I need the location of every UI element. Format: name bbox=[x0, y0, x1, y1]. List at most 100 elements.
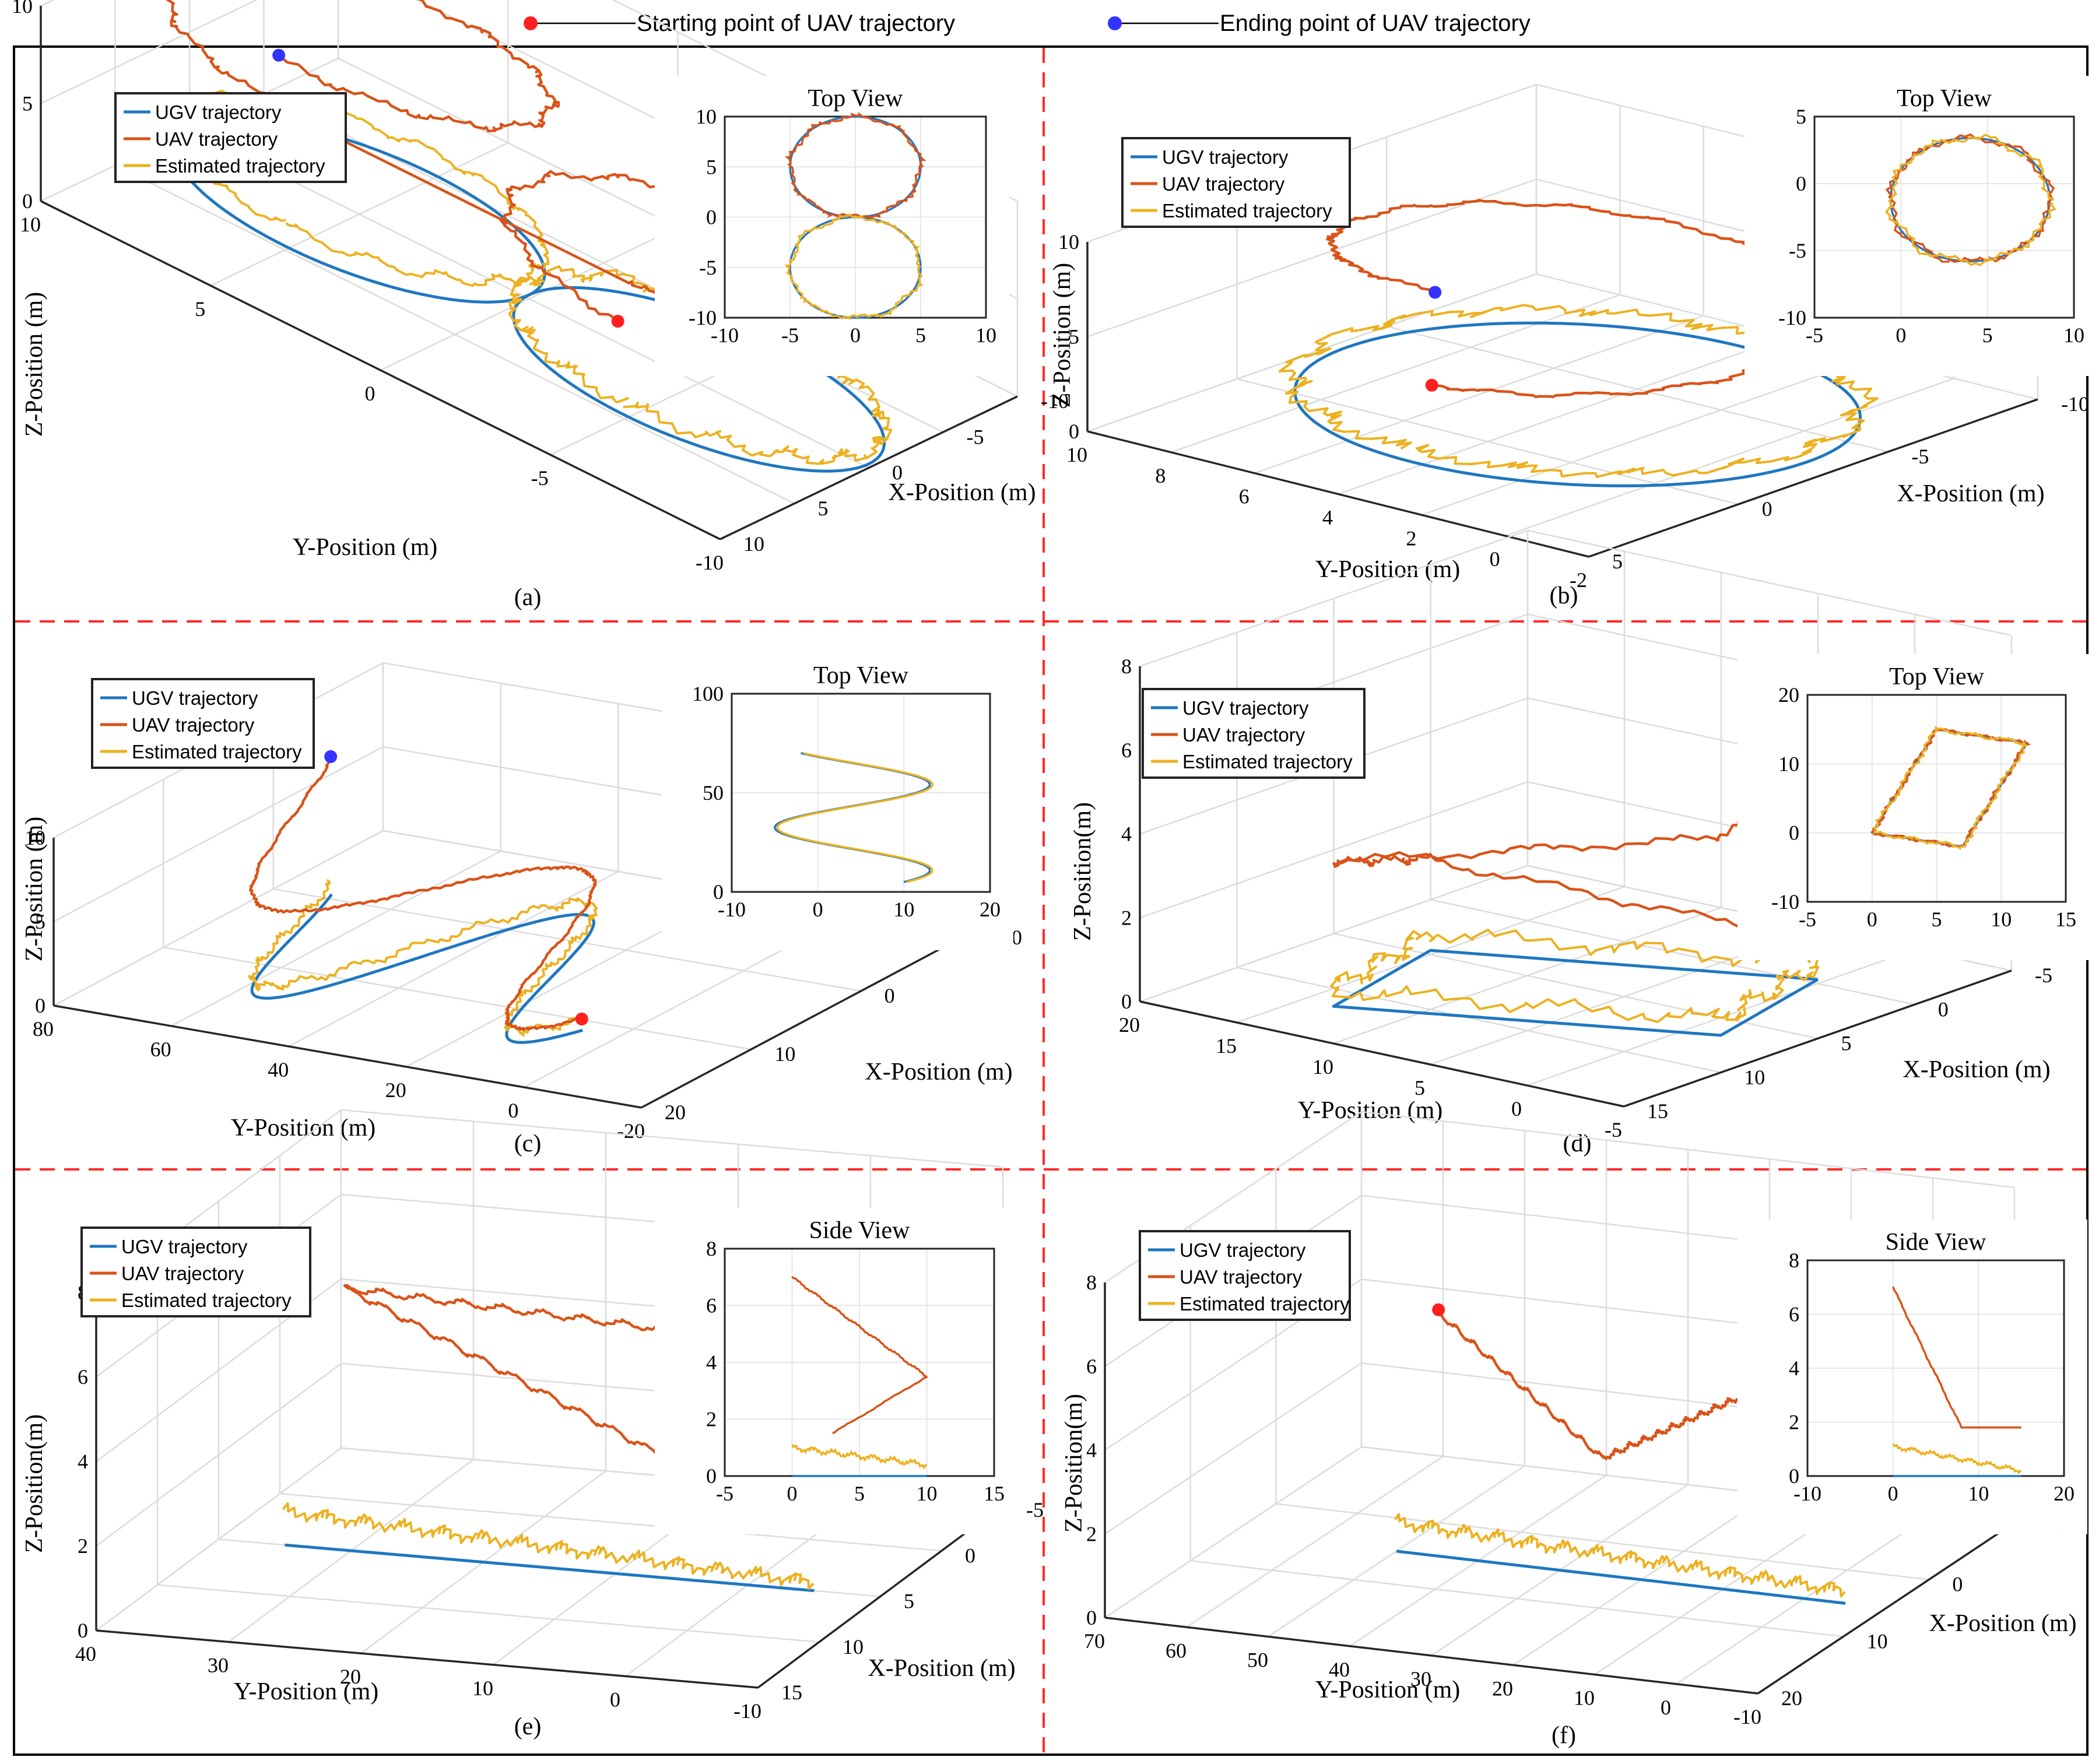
z-tick-label: 0 bbox=[35, 994, 45, 1017]
trajectories bbox=[248, 750, 598, 1044]
inset-y-tick-label: 4 bbox=[706, 1351, 717, 1374]
x-axis-label: X-Position (m) bbox=[868, 1655, 1015, 1682]
inset-y-tick-label: 6 bbox=[1789, 1303, 1799, 1326]
y-tick-label: 40 bbox=[75, 1642, 96, 1665]
y-axis-line bbox=[40, 200, 721, 540]
inset-uav-line bbox=[1892, 1286, 2021, 1429]
panel-label: (a) bbox=[514, 584, 542, 611]
y-tick-label: 30 bbox=[208, 1654, 229, 1677]
legend: UGV trajectory UAV trajectory Estimated tr… bbox=[91, 678, 315, 769]
inset-x-tick-label: 0 bbox=[850, 324, 861, 347]
inset-y-tick-label: 10 bbox=[696, 105, 717, 128]
legend-uav-label: UAV trajectory bbox=[1182, 724, 1305, 746]
floor-grid-line bbox=[273, 888, 861, 992]
legend-uav-label: UAV trajectory bbox=[1180, 1266, 1303, 1288]
inset-x-tick-label: 15 bbox=[984, 1482, 1005, 1505]
inset-background bbox=[655, 1208, 1017, 1534]
end-legend-label: Ending point of UAV trajectory bbox=[1220, 10, 1531, 36]
start-marker bbox=[1425, 378, 1438, 392]
y-tick-label: 0 bbox=[610, 1688, 620, 1711]
z-tick-label: 4 bbox=[1086, 1439, 1097, 1462]
inset-x-tick-label: 5 bbox=[1982, 324, 1993, 347]
z-tick-label: 2 bbox=[1086, 1522, 1097, 1545]
z-tick-label: 10 bbox=[1058, 230, 1079, 254]
inset-estimated-line bbox=[1892, 1443, 2022, 1475]
end-legend-marker bbox=[1108, 16, 1122, 30]
inset-estimated-line bbox=[776, 752, 933, 883]
inset-uav-line bbox=[784, 111, 927, 220]
inset-title: Top View bbox=[1889, 663, 1985, 690]
inset-x-tick-label: 15 bbox=[2055, 908, 2076, 931]
legend-ugv-label: UGV trajectory bbox=[132, 687, 258, 709]
wall-grid-line bbox=[1104, 1111, 2015, 1284]
x-axis-label: X-Position (m) bbox=[888, 479, 1036, 506]
y-tick-label: 10 bbox=[20, 213, 41, 236]
inset-x-tick-label: 10 bbox=[1991, 908, 2012, 931]
y-tick-label: -5 bbox=[1605, 1118, 1622, 1141]
z-tick-label: 6 bbox=[78, 1365, 88, 1389]
y-tick-label: 15 bbox=[1216, 1034, 1237, 1057]
floor-grid-line bbox=[1421, 357, 1871, 516]
estimated-trajectory-line bbox=[282, 1502, 815, 1590]
floor-grid-line bbox=[163, 946, 752, 1050]
inset-y-tick-label: 6 bbox=[706, 1294, 717, 1317]
floor-grid-line bbox=[1236, 967, 1721, 1073]
y-tick-label: 20 bbox=[340, 1665, 361, 1688]
y-tick-label: 30 bbox=[1410, 1667, 1431, 1691]
x-tick-label: 0 bbox=[965, 1544, 975, 1567]
inset-x-tick-label: 0 bbox=[787, 1482, 798, 1505]
z-tick-label: 5 bbox=[35, 910, 45, 933]
inset-y-tick-label: 50 bbox=[703, 781, 724, 804]
legend-box bbox=[1121, 137, 1351, 228]
legend-ugv-label: UGV trajectory bbox=[1182, 697, 1309, 719]
inset-y-tick-label: 4 bbox=[1789, 1357, 1799, 1380]
z-axis-label: Z-Position (m) bbox=[21, 292, 48, 437]
x-tick-label: 20 bbox=[1781, 1686, 1802, 1710]
x-tick-label: -10 bbox=[1041, 389, 1069, 413]
y-axis-line bbox=[1087, 430, 1589, 558]
inset-y-tick-label: 0 bbox=[713, 880, 724, 904]
y-tick-label: 0 bbox=[508, 1099, 518, 1122]
x-axis-line bbox=[641, 932, 971, 1109]
estimated-trajectory-line bbox=[1278, 304, 1879, 479]
uav-trajectory-line bbox=[248, 756, 597, 1031]
y-tick-label: 10 bbox=[1312, 1055, 1333, 1078]
z-tick-label: 2 bbox=[78, 1534, 88, 1558]
panel-label: (c) bbox=[514, 1130, 542, 1157]
y-tick-label: 10 bbox=[1066, 443, 1087, 466]
legend-estimated-label: Estimated trajectory bbox=[1182, 751, 1353, 772]
inset-uav-line bbox=[791, 1275, 928, 1435]
legend-uav-label: UAV trajectory bbox=[132, 714, 255, 736]
inset-x-tick-label: 5 bbox=[1932, 908, 1942, 931]
x-axis-line bbox=[719, 395, 1018, 540]
y-tick-label: 60 bbox=[150, 1038, 171, 1061]
inset-title: Top View bbox=[1897, 85, 1992, 112]
z-axis-label: Z-Position(m) bbox=[1069, 802, 1096, 941]
y-tick-label: 0 bbox=[1661, 1696, 1671, 1719]
end-marker bbox=[272, 48, 286, 62]
start-legend-marker bbox=[524, 16, 538, 30]
inset-x-tick-label: 10 bbox=[893, 898, 914, 921]
x-tick-label: 10 bbox=[743, 532, 764, 556]
z-tick-label: 6 bbox=[1121, 739, 1132, 762]
end-marker bbox=[1428, 286, 1442, 299]
x-tick-label: -5 bbox=[1911, 445, 1929, 468]
x-tick-label: 0 bbox=[1952, 1573, 1963, 1596]
inset-title: Top View bbox=[813, 662, 909, 689]
inset-ugv-line bbox=[789, 115, 922, 219]
floor-grid-line bbox=[1387, 325, 1889, 453]
y-tick-label: 0 bbox=[1490, 547, 1500, 571]
legend: UGV trajectory UAV trajectory Estimated tr… bbox=[1139, 1230, 1351, 1321]
inset-x-tick-label: 0 bbox=[1896, 324, 1906, 347]
legend-uav-label: UAV trajectory bbox=[155, 128, 278, 150]
floor-grid-line bbox=[114, 164, 795, 504]
inset-frame bbox=[731, 693, 991, 893]
uav-trajectory-line bbox=[1437, 1309, 1760, 1460]
x-tick-label: -5 bbox=[967, 425, 984, 448]
legend-ugv-label: UGV trajectory bbox=[1162, 146, 1289, 168]
